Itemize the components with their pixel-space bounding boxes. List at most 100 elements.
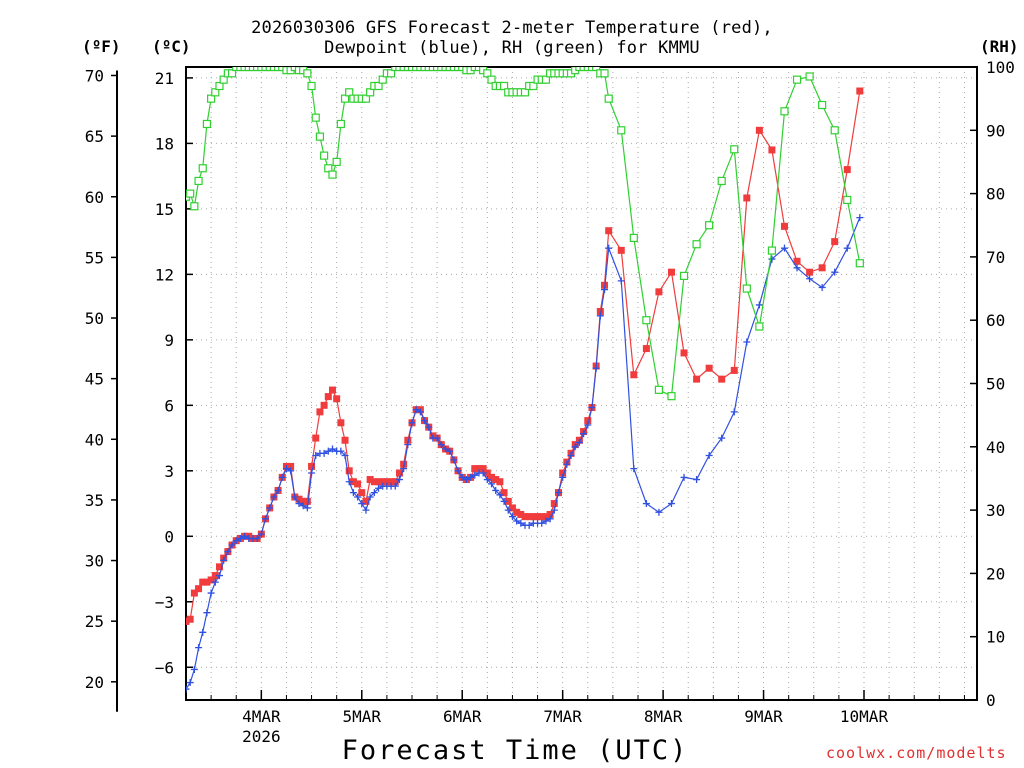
rh-point: [315, 132, 325, 141]
dewpoint-point: [550, 506, 558, 514]
fahrenheit-tick-label: 35: [85, 491, 104, 510]
rh-point: [194, 176, 203, 186]
temperature-point: [550, 500, 558, 508]
fahrenheit-tick-label: 55: [85, 248, 104, 267]
rh-point: [843, 195, 852, 205]
dewpoint-point: [496, 491, 504, 499]
rh-point: [437, 67, 446, 72]
rh-point: [248, 67, 258, 72]
chart-title-line-1: 2026030306 GFS Forecast 2-meter Temperat…: [251, 18, 773, 38]
rh-point: [374, 81, 383, 91]
dewpoint-point: [370, 489, 378, 497]
dewpoint-point: [211, 578, 219, 586]
rh-point: [412, 67, 421, 72]
temperature-point: [295, 495, 303, 503]
rh-point: [366, 88, 375, 97]
dewpoint-point: [312, 452, 320, 460]
rh-point: [240, 67, 249, 72]
temperature-point: [743, 194, 751, 202]
dewpoint-point: [215, 572, 223, 580]
rh-point: [458, 67, 467, 72]
rh-point: [520, 88, 530, 97]
rh-point: [211, 88, 220, 97]
rh-point: [244, 67, 253, 72]
rh-tick-label: 50: [986, 375, 1005, 394]
dewpoint-point: [441, 445, 449, 453]
rh-point: [253, 67, 262, 72]
rh-point: [202, 119, 212, 129]
rh-point: [818, 100, 827, 110]
temperature-point: [559, 469, 567, 477]
rh-point: [428, 67, 438, 72]
dewpoint-point: [404, 441, 412, 449]
dewpoint-point: [818, 283, 826, 291]
dewpoint-point: [517, 519, 525, 527]
dewpoint-point: [458, 473, 466, 481]
temperature-point: [517, 510, 525, 518]
dewpoint-point: [308, 469, 316, 477]
temperature-point: [316, 408, 324, 416]
dewpoint-point: [328, 445, 336, 453]
rh-point: [499, 81, 509, 91]
dewpoint-point: [630, 465, 638, 473]
celsius-tick-label: −6: [155, 658, 174, 677]
dewpoint-point: [349, 489, 357, 497]
dewpoint-point: [224, 548, 232, 556]
dewpoint-point: [186, 685, 190, 693]
rh-tick-label: 20: [986, 564, 1005, 583]
x-tick-label: 5MAR: [343, 707, 382, 726]
rh-point: [345, 88, 354, 97]
dewpoint-point: [500, 497, 508, 505]
dewpoint-point: [718, 434, 726, 442]
rh-point: [269, 67, 278, 72]
temperature-point: [705, 364, 713, 372]
celsius-tick-label: −3: [155, 593, 174, 612]
rh-point: [303, 69, 312, 78]
dewpoint-point: [693, 476, 701, 484]
temperature-point: [215, 563, 223, 571]
dewpoint-point: [705, 452, 713, 460]
dewpoint-point: [287, 467, 295, 475]
temperature-point: [642, 345, 650, 353]
dewpoint-point: [655, 508, 663, 516]
rh-point: [215, 81, 224, 91]
temperature-point: [542, 513, 550, 521]
tick-labels: 7065605550454035302520211815129630−3−610…: [85, 58, 1015, 746]
temperature-point: [538, 513, 546, 521]
temperature-point: [186, 615, 194, 623]
temperature-point: [508, 504, 516, 512]
rh-point: [474, 67, 484, 72]
rh-point: [642, 316, 651, 325]
temperature-point: [584, 417, 592, 425]
dewpoint-point: [253, 534, 261, 542]
dewpoint-point: [508, 513, 516, 521]
temperature-point: [358, 489, 366, 497]
dewpoint-point: [554, 489, 562, 497]
temperature-point: [203, 578, 211, 586]
dewpoint-point: [412, 406, 420, 414]
temperature-point: [596, 307, 604, 315]
temperature-point: [395, 469, 403, 477]
temperature-point: [320, 401, 328, 409]
temperature-point: [793, 257, 801, 265]
rh-point: [416, 67, 425, 72]
chart-title-line-2: Dewpoint (blue), RH (green) for KMMU: [324, 38, 700, 58]
dewpoint-point: [228, 541, 236, 549]
rh-point: [433, 67, 442, 72]
dewpoint-point: [538, 519, 546, 527]
rh-point: [265, 67, 274, 72]
dewpoint-point: [492, 486, 500, 494]
temperature-point: [308, 462, 316, 470]
celsius-tick-label: 0: [164, 527, 174, 546]
temperature-point: [496, 478, 504, 486]
dewpoint-point: [567, 452, 575, 460]
x-tick-label: 4MAR: [242, 707, 281, 726]
dewpoint-point: [186, 679, 194, 687]
rh-point: [328, 170, 337, 179]
dewpoint-point: [375, 484, 383, 492]
temperature-point: [370, 478, 378, 486]
dewpoint-point: [730, 408, 738, 416]
dewpoint-point: [488, 480, 496, 488]
dewpoint-point: [337, 447, 345, 455]
fahrenheit-tick-label: 40: [85, 430, 104, 449]
